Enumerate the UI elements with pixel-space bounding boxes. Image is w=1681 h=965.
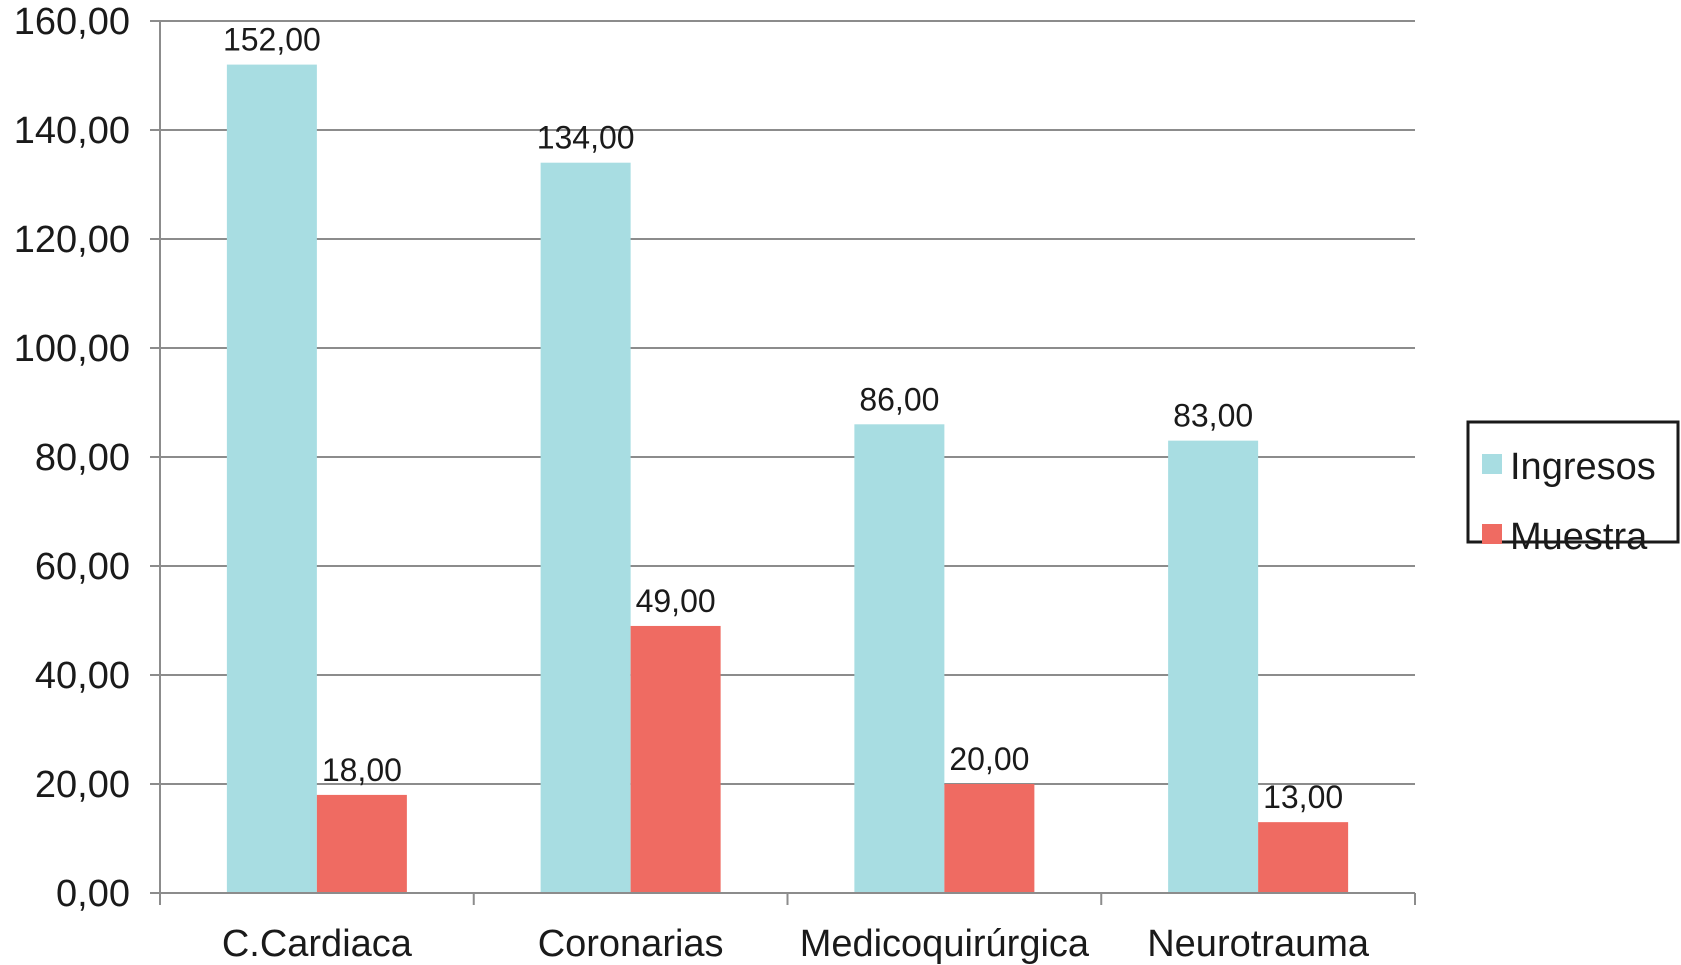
legend-label: Ingresos [1510,446,1656,488]
data-labels: 152,00 18,00 134,00 49,00 86,00 20,00 83,00 13,… [223,22,1343,816]
data-label: 49,00 [636,583,716,619]
axes [150,20,1416,905]
bar-ingresos [1168,440,1259,893]
grid-lines [160,20,1415,785]
data-label: 13,00 [1263,779,1343,815]
bar-ingresos [854,424,945,893]
bars [226,64,1349,894]
data-label: 134,00 [537,120,635,156]
legend-label: Muestra [1510,516,1648,558]
y-tick-label: 20,00 [35,764,130,806]
y-tick-label: 120,00 [14,219,130,261]
x-category-label: C.Cardiaca [222,923,413,965]
y-tick-label: 80,00 [35,437,130,479]
bar-muestra [944,784,1035,893]
bar-ingresos [540,162,631,893]
x-category-label: Medicoquirúrgica [800,923,1090,965]
data-label: 20,00 [949,741,1029,777]
bar-muestra [1258,822,1349,893]
y-tick-labels: 0,00 20,00 40,00 60,00 80,00 100,00 120,00 140,… [14,1,130,915]
legend-swatch [1482,454,1502,474]
x-category-label: Coronarias [538,923,724,965]
y-tick-label: 100,00 [14,328,130,370]
legend-swatch [1482,524,1502,544]
y-tick-label: 160,00 [14,1,130,43]
bar-muestra [630,625,721,893]
data-label: 83,00 [1173,398,1253,434]
data-label: 152,00 [223,22,321,58]
y-tick-label: 60,00 [35,546,130,588]
data-label: 86,00 [859,381,939,417]
legend: Ingresos Muestra [1466,420,1680,558]
x-category-labels: C.Cardiaca Coronarias Medicoquirúrgica Neur… [222,923,1370,965]
x-category-label: Neurotrauma [1147,923,1370,965]
bar-muestra [316,794,407,893]
y-tick-label: 140,00 [14,110,130,152]
bar-ingresos [226,64,317,894]
legend-box [1466,420,1680,544]
y-tick-label: 0,00 [56,873,130,915]
y-tick-label: 40,00 [35,655,130,697]
data-label: 18,00 [322,752,402,788]
